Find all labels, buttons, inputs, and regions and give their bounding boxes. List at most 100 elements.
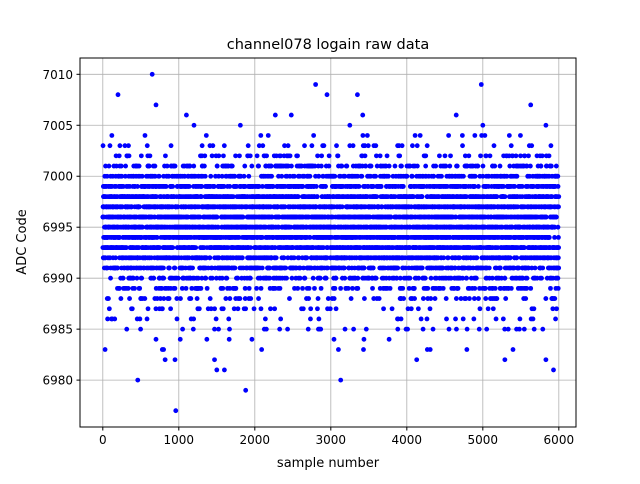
data-point [254,286,259,291]
data-point [246,143,251,148]
data-point [118,296,123,301]
data-point [188,296,193,301]
data-point [236,306,241,311]
data-point [274,255,279,260]
data-point [242,174,247,179]
data-point [230,164,235,169]
data-point [400,143,405,148]
data-point [378,153,383,158]
data-point [319,153,324,158]
data-point [478,306,483,311]
data-point [170,245,175,250]
data-point [258,133,263,138]
data-point [385,153,390,158]
data-point [191,327,196,332]
data-point [139,276,144,281]
data-point [203,174,208,179]
data-point [255,153,260,158]
data-point [355,286,360,291]
data-point [268,306,273,311]
data-point [137,317,142,322]
data-point [238,296,243,301]
data-point [465,327,470,332]
data-point [139,153,144,158]
data-point [240,255,245,260]
data-point [199,286,204,291]
data-point [109,133,114,138]
data-point [476,296,481,301]
data-point [164,184,169,189]
data-point [365,133,370,138]
data-point [272,306,277,311]
data-point [252,306,257,311]
data-point [178,296,183,301]
data-point [381,306,386,311]
data-point [107,164,112,169]
data-point [246,174,251,179]
data-point [170,184,175,189]
data-point [197,306,202,311]
data-point [160,306,165,311]
data-point [373,143,378,148]
data-point [343,327,348,332]
data-point [108,143,113,148]
data-point [404,174,409,179]
data-point [386,174,391,179]
data-point [419,317,424,322]
data-point [278,317,283,322]
data-point [259,286,264,291]
data-point [153,164,158,169]
data-point [395,327,400,332]
data-point [260,143,265,148]
data-point [314,184,319,189]
data-point [467,296,472,301]
data-point [328,306,333,311]
data-point [208,296,213,301]
data-point [416,306,421,311]
data-point [475,164,480,169]
data-point [400,286,405,291]
data-point [448,153,453,158]
data-point [410,143,415,148]
data-point [308,174,313,179]
data-point [138,327,143,332]
data-point [318,327,323,332]
data-point [256,164,261,169]
data-point [315,194,320,199]
data-point [259,347,264,352]
data-point [421,327,426,332]
data-point [147,164,152,169]
data-point [397,153,402,158]
data-point [312,286,317,291]
data-point [243,306,248,311]
data-point [454,296,459,301]
data-point [371,266,376,271]
data-point [327,164,332,169]
data-point [302,143,307,148]
data-point [287,296,292,301]
data-point [264,327,269,332]
data-point [433,296,438,301]
data-point [464,276,469,281]
data-point [477,327,482,332]
data-point [127,153,132,158]
data-point [260,266,265,271]
data-point [461,317,466,322]
data-point [126,286,131,291]
data-point [142,296,147,301]
data-point [296,194,301,199]
data-point [227,337,232,342]
data-point [161,266,166,271]
data-point [221,306,226,311]
data-point [145,317,150,322]
data-point [410,174,415,179]
data-point [399,317,404,322]
data-point [227,327,232,332]
data-point [395,266,400,271]
data-point [455,164,460,169]
data-point [429,276,434,281]
data-point [324,276,329,281]
data-point [248,153,253,158]
data-point [249,164,254,169]
